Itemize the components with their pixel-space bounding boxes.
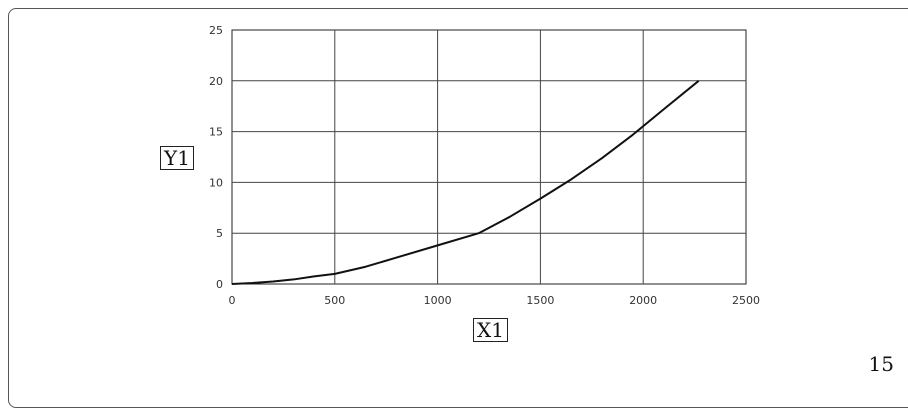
x-axis-label: X1 [473,318,508,342]
x-tick-label: 500 [324,294,345,307]
x-tick-label: 0 [229,294,236,307]
x-tick-label: 1500 [526,294,554,307]
x-tick-label: 2000 [629,294,657,307]
line-chart: 0 500 1000 1500 2000 2500 0 5 10 15 20 25 [209,24,760,307]
plot-area [231,29,747,285]
x-tick-label: 1000 [424,294,452,307]
y-tick-label: 10 [209,176,223,189]
x-tick-label: 2500 [732,294,760,307]
y-tick-label: 15 [209,126,223,139]
y-tick-label: 25 [209,24,223,37]
y-tick-label: 0 [216,278,223,291]
y-tick-label: 5 [216,227,223,240]
y-tick-label: 20 [209,75,223,88]
series-line [231,80,700,285]
page-number: 15 [868,352,894,376]
y-axis-label: Y1 [160,146,194,170]
